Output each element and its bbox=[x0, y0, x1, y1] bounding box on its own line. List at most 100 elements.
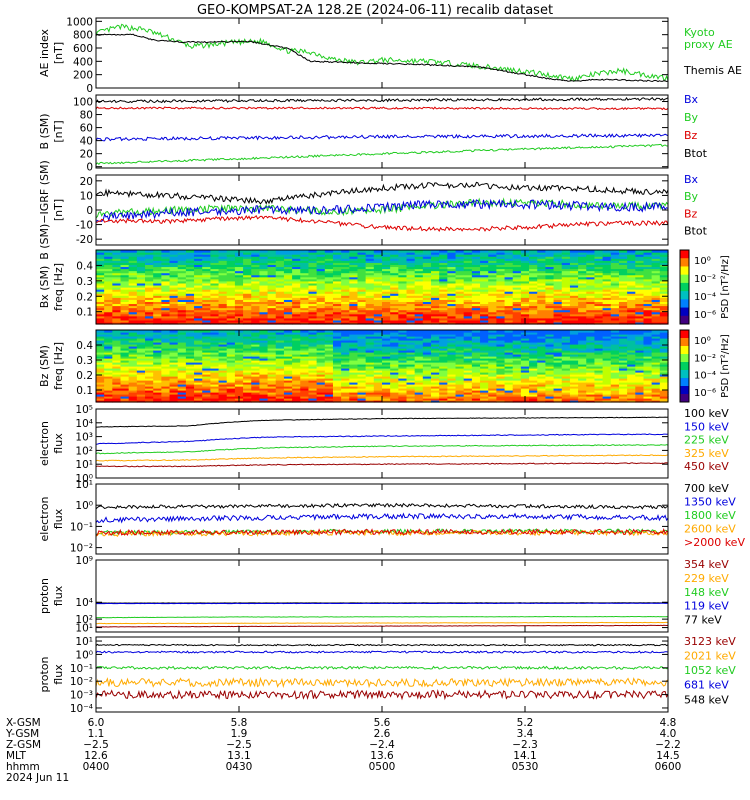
heat-cell bbox=[373, 398, 383, 401]
heat-cell bbox=[594, 362, 604, 365]
heat-cell bbox=[471, 334, 481, 337]
heat-cell bbox=[504, 280, 514, 284]
heat-cell bbox=[439, 303, 448, 307]
heat-cell bbox=[292, 346, 301, 349]
heat-cell bbox=[234, 358, 244, 361]
heat-cell bbox=[512, 334, 522, 337]
heat-cell bbox=[177, 311, 187, 315]
heat-cell bbox=[234, 360, 244, 363]
series-line bbox=[95, 214, 669, 232]
heat-cell bbox=[145, 293, 154, 296]
heat-cell bbox=[488, 291, 497, 294]
heat-cell bbox=[332, 398, 342, 401]
heat-cell bbox=[553, 299, 563, 302]
heat-cell bbox=[610, 368, 620, 371]
heat-cell bbox=[349, 264, 359, 268]
heat-cell bbox=[292, 250, 301, 253]
heat-cell bbox=[332, 384, 342, 387]
heat-cell bbox=[177, 362, 187, 365]
heat-cell bbox=[406, 258, 416, 261]
heat-cell bbox=[627, 321, 636, 325]
heat-cell bbox=[520, 354, 530, 357]
heat-cell bbox=[275, 270, 285, 274]
heat-cell bbox=[185, 268, 195, 272]
heat-cell bbox=[128, 388, 138, 391]
heat-cell bbox=[545, 268, 555, 272]
heat-cell bbox=[177, 280, 187, 284]
heat-cell bbox=[569, 274, 579, 278]
heat-cell bbox=[471, 293, 481, 296]
heat-cell bbox=[382, 252, 391, 255]
heat-cell bbox=[504, 321, 514, 325]
heat-cell bbox=[112, 330, 122, 333]
heat-cell bbox=[627, 270, 636, 274]
heat-cell bbox=[128, 315, 138, 319]
heat-cell bbox=[545, 297, 555, 300]
heat-cell bbox=[455, 307, 465, 311]
heat-cell bbox=[112, 348, 122, 351]
heat-cell bbox=[659, 293, 669, 296]
heat-cell bbox=[185, 344, 195, 347]
heat-cell bbox=[537, 330, 547, 333]
heat-cell bbox=[422, 252, 432, 255]
heat-cell bbox=[210, 338, 220, 341]
heat-cell bbox=[488, 346, 497, 349]
heat-cell bbox=[578, 392, 587, 395]
heat-cell bbox=[112, 346, 122, 349]
heat-cell bbox=[185, 307, 195, 311]
heat-cell bbox=[431, 356, 440, 359]
heat-cell bbox=[177, 382, 187, 385]
heat-cell bbox=[463, 299, 473, 302]
heat-cell bbox=[161, 396, 171, 399]
colorbar-swatch bbox=[680, 315, 689, 325]
heat-cell bbox=[455, 330, 465, 333]
heat-cell bbox=[194, 291, 203, 294]
heat-cell bbox=[136, 348, 146, 351]
heat-cell bbox=[586, 266, 596, 270]
heat-cell bbox=[104, 352, 113, 355]
heat-cell bbox=[447, 370, 457, 373]
heat-cell bbox=[226, 398, 236, 401]
heat-cell bbox=[243, 260, 252, 263]
legend-entry: By bbox=[684, 190, 699, 203]
heat-cell bbox=[545, 305, 555, 309]
heat-cell bbox=[357, 274, 367, 278]
heat-cell bbox=[251, 330, 261, 333]
heat-cell bbox=[578, 398, 587, 401]
heat-cell bbox=[177, 268, 187, 272]
heat-cell bbox=[341, 380, 350, 383]
heat-cell bbox=[439, 360, 448, 363]
legend-entry: Btot bbox=[684, 147, 708, 160]
heat-cell bbox=[602, 370, 612, 373]
heat-cell bbox=[202, 398, 211, 401]
heat-cell bbox=[202, 276, 211, 280]
heat-cell bbox=[341, 372, 350, 375]
heat-cell bbox=[602, 352, 612, 355]
heat-cell bbox=[659, 276, 669, 280]
heat-cell bbox=[471, 309, 481, 313]
heat-cell bbox=[365, 311, 375, 315]
heat-cell bbox=[357, 282, 367, 286]
heat-cell bbox=[243, 321, 252, 325]
heat-cell bbox=[349, 250, 359, 253]
heat-cell bbox=[104, 342, 113, 345]
y-tick-label: 0 bbox=[86, 162, 93, 174]
heat-cell bbox=[153, 272, 162, 276]
heat-cell bbox=[439, 264, 448, 268]
heat-cell bbox=[96, 274, 105, 278]
heat-cell bbox=[520, 258, 530, 261]
heat-cell bbox=[561, 252, 571, 255]
heat-cell bbox=[128, 374, 138, 377]
heat-cell bbox=[365, 264, 375, 268]
heat-cell bbox=[431, 317, 440, 321]
heat-cell bbox=[185, 336, 195, 339]
heat-cell bbox=[251, 392, 261, 395]
heat-cell bbox=[357, 291, 367, 294]
heat-cell bbox=[234, 392, 244, 395]
heat-cell bbox=[414, 270, 424, 274]
heat-cell bbox=[594, 354, 604, 357]
heat-cell bbox=[618, 301, 628, 305]
heat-cell bbox=[96, 313, 105, 317]
heat-cell bbox=[349, 370, 359, 373]
heat-cell bbox=[316, 400, 326, 403]
